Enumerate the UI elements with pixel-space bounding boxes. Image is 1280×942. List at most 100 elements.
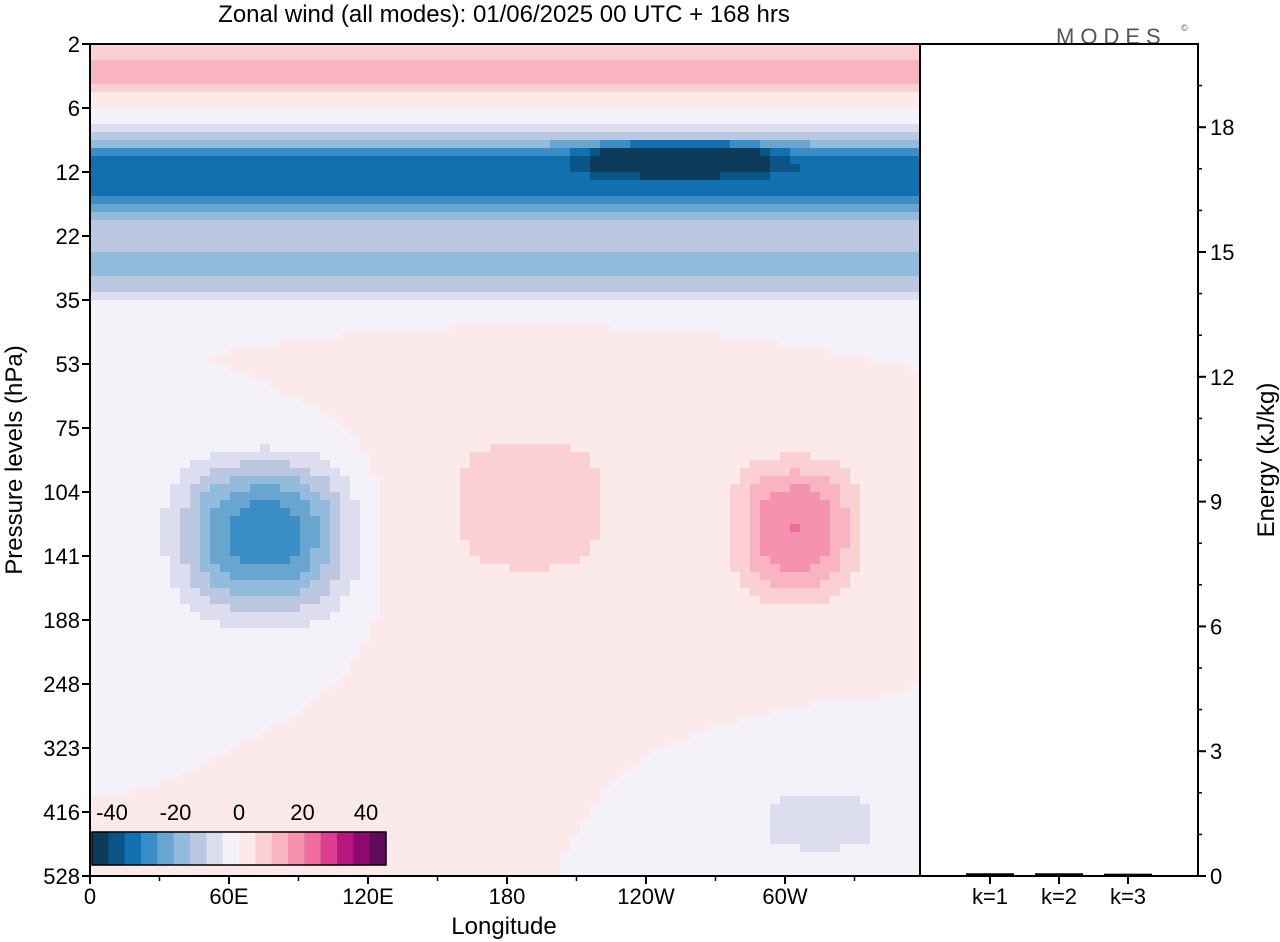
heatmap-cell	[200, 404, 211, 413]
heatmap-cell	[130, 492, 141, 501]
heatmap-cell	[230, 204, 241, 213]
heatmap-cell	[340, 340, 351, 349]
heatmap-cell	[890, 164, 901, 173]
heatmap-cell	[170, 196, 181, 205]
heatmap-cell	[210, 476, 221, 485]
heatmap-cell	[900, 428, 911, 437]
heatmap-cell	[400, 372, 411, 381]
heatmap-cell	[400, 316, 411, 325]
heatmap-cell	[880, 196, 891, 205]
heatmap-cell	[300, 348, 311, 357]
heatmap-cell	[350, 76, 361, 85]
heatmap-cell	[820, 52, 831, 61]
heatmap-cell	[470, 252, 481, 261]
heatmap-cell	[860, 484, 871, 493]
heatmap-cell	[320, 436, 331, 445]
heatmap-cell	[250, 244, 261, 253]
heatmap-cell	[610, 356, 621, 365]
heatmap-cell	[450, 76, 461, 85]
heatmap-cell	[890, 404, 901, 413]
heatmap-cell	[610, 44, 621, 53]
heatmap-cell	[890, 508, 901, 517]
heatmap-cell	[150, 396, 161, 405]
heatmap-cell	[430, 452, 441, 461]
heatmap-cell	[540, 396, 551, 405]
heatmap-cell	[550, 388, 561, 397]
heatmap-cell	[520, 396, 531, 405]
heatmap-cell	[460, 188, 471, 197]
heatmap-cell	[820, 132, 831, 141]
heatmap-cell	[410, 276, 421, 285]
heatmap-cell	[390, 180, 401, 189]
heatmap-cell	[330, 500, 341, 509]
heatmap-cell	[750, 388, 761, 397]
heatmap-cell	[830, 204, 841, 213]
heatmap-cell	[570, 436, 581, 445]
heatmap-cell	[180, 516, 191, 525]
heatmap-cell	[750, 44, 761, 53]
heatmap-cell	[730, 428, 741, 437]
heatmap-cell	[440, 228, 451, 237]
heatmap-cell	[250, 316, 261, 325]
heatmap-cell	[490, 276, 501, 285]
heatmap-cell	[330, 364, 341, 373]
heatmap-cell	[340, 396, 351, 405]
heatmap-cell	[130, 476, 141, 485]
heatmap-cell	[370, 220, 381, 229]
heatmap-cell	[230, 316, 241, 325]
heatmap-cell	[170, 244, 181, 253]
heatmap-cell	[720, 468, 731, 477]
heatmap-cell	[550, 516, 561, 525]
heatmap-cell	[650, 388, 661, 397]
heatmap-cell	[320, 196, 331, 205]
heatmap-cell	[730, 124, 741, 133]
heatmap-cell	[360, 372, 371, 381]
heatmap-cell	[500, 164, 511, 173]
heatmap-cell	[500, 260, 511, 269]
heatmap-cell	[170, 292, 181, 301]
heatmap-cell	[860, 436, 871, 445]
heatmap-cell	[560, 156, 571, 165]
heatmap-cell	[740, 308, 751, 317]
heatmap-cell	[140, 404, 151, 413]
heatmap-cell	[720, 212, 731, 221]
heatmap-cell	[590, 500, 601, 509]
heatmap-cell	[240, 244, 251, 253]
heatmap-cell	[620, 364, 631, 373]
heatmap-cell	[550, 60, 561, 69]
heatmap-cell	[420, 308, 431, 317]
heatmap-cell	[900, 332, 911, 341]
heatmap-cell	[220, 300, 231, 309]
heatmap-cell	[310, 164, 321, 173]
heatmap-cell	[320, 476, 331, 485]
heatmap-cell	[870, 156, 881, 165]
heatmap-cell	[300, 204, 311, 213]
heatmap-cell	[730, 84, 741, 93]
heatmap-cell	[280, 484, 291, 493]
heatmap-cell	[880, 52, 891, 61]
heatmap-cell	[400, 308, 411, 317]
heatmap-cell	[520, 324, 531, 333]
heatmap-cell	[830, 284, 841, 293]
heatmap-cell	[790, 204, 801, 213]
heatmap-cell	[650, 404, 661, 413]
heatmap-cell	[520, 252, 531, 261]
heatmap-cell	[600, 372, 611, 381]
heatmap-cell	[220, 516, 231, 525]
heatmap-cell	[220, 260, 231, 269]
heatmap-cell	[580, 220, 591, 229]
heatmap-cell	[120, 516, 131, 525]
heatmap-cell	[250, 356, 261, 365]
heatmap-cell	[620, 484, 631, 493]
heatmap-cell	[150, 276, 161, 285]
heatmap-cell	[910, 212, 921, 221]
heatmap-cell	[570, 284, 581, 293]
heatmap-cell	[360, 44, 371, 53]
heatmap-cell	[130, 284, 141, 293]
heatmap-cell	[540, 284, 551, 293]
heatmap-cell	[880, 340, 891, 349]
heatmap-cell	[150, 364, 161, 373]
heatmap-cell	[710, 436, 721, 445]
heatmap-cell	[790, 284, 801, 293]
heatmap-cell	[810, 76, 821, 85]
